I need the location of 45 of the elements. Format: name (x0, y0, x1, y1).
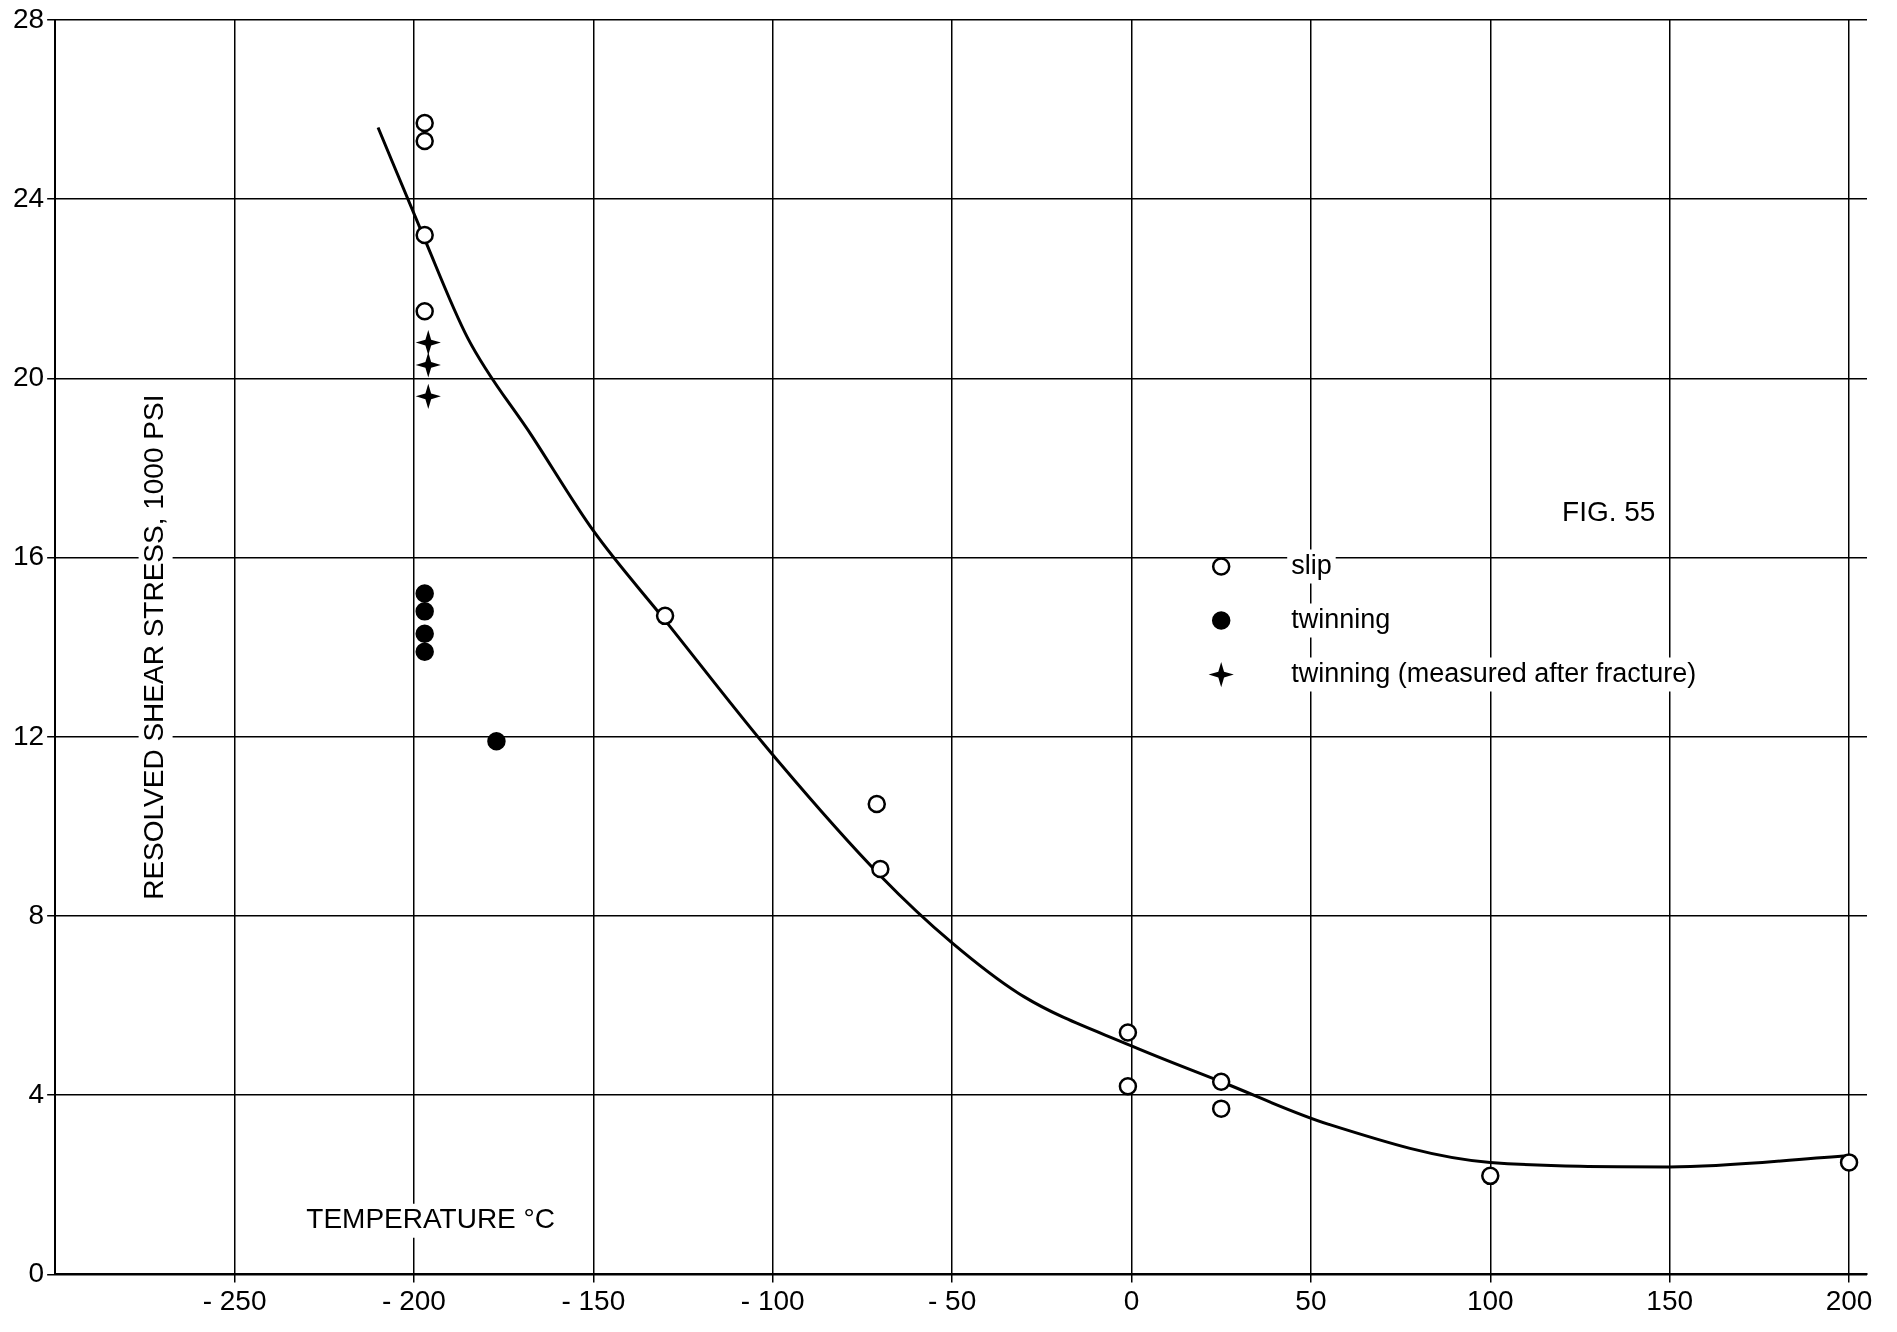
y-tick-label: 8 (28, 898, 45, 930)
annotation: FIG. 55 (1562, 495, 1656, 527)
point (415, 602, 434, 621)
x-tick-label: 100 (1466, 1284, 1514, 1316)
point (415, 383, 441, 409)
y-tick-label: 24 (12, 181, 45, 213)
point (415, 352, 441, 378)
legend-label: slip (1291, 550, 1332, 581)
point (1211, 1072, 1231, 1092)
y-tick-label: 20 (12, 361, 45, 393)
point (415, 225, 434, 245)
point (415, 113, 434, 133)
point (415, 642, 434, 661)
point (1839, 1153, 1859, 1172)
x-tick-label: - 200 (382, 1284, 446, 1316)
point (1118, 1023, 1138, 1042)
x-axis-title: TEMPERATURE °C (306, 1203, 555, 1235)
x-tick-label: 200 (1825, 1284, 1873, 1316)
legend-label: twinning (1291, 604, 1391, 635)
x-tick-label: - 250 (202, 1284, 267, 1316)
point (655, 606, 675, 626)
y-axis-title: RESOLVED SHEAR STRESS, 1000 PSI (138, 394, 170, 900)
x-tick-label: - 100 (740, 1284, 805, 1316)
y-tick-label: 0 (28, 1257, 45, 1289)
point (415, 131, 434, 151)
x-tick-label: 50 (1295, 1284, 1327, 1316)
y-tick-label: 28 (12, 2, 45, 34)
point (487, 732, 506, 751)
x-tick-label: 0 (1123, 1284, 1140, 1316)
x-tick-label: - 150 (561, 1284, 626, 1316)
point (415, 624, 434, 644)
point (415, 329, 441, 356)
point (1118, 1076, 1138, 1096)
x-tick-label: 150 (1646, 1284, 1694, 1316)
point (415, 301, 434, 321)
point (1481, 1166, 1500, 1186)
point (871, 859, 890, 879)
point (415, 584, 434, 603)
point (1211, 1099, 1231, 1118)
y-tick-label: 4 (28, 1077, 45, 1109)
y-tick-label: 16 (12, 540, 45, 572)
legend-label: twinning (measured after fracture) (1291, 658, 1697, 689)
y-tick-label: 12 (12, 719, 45, 751)
point (867, 794, 887, 814)
x-tick-label: - 50 (927, 1284, 977, 1316)
